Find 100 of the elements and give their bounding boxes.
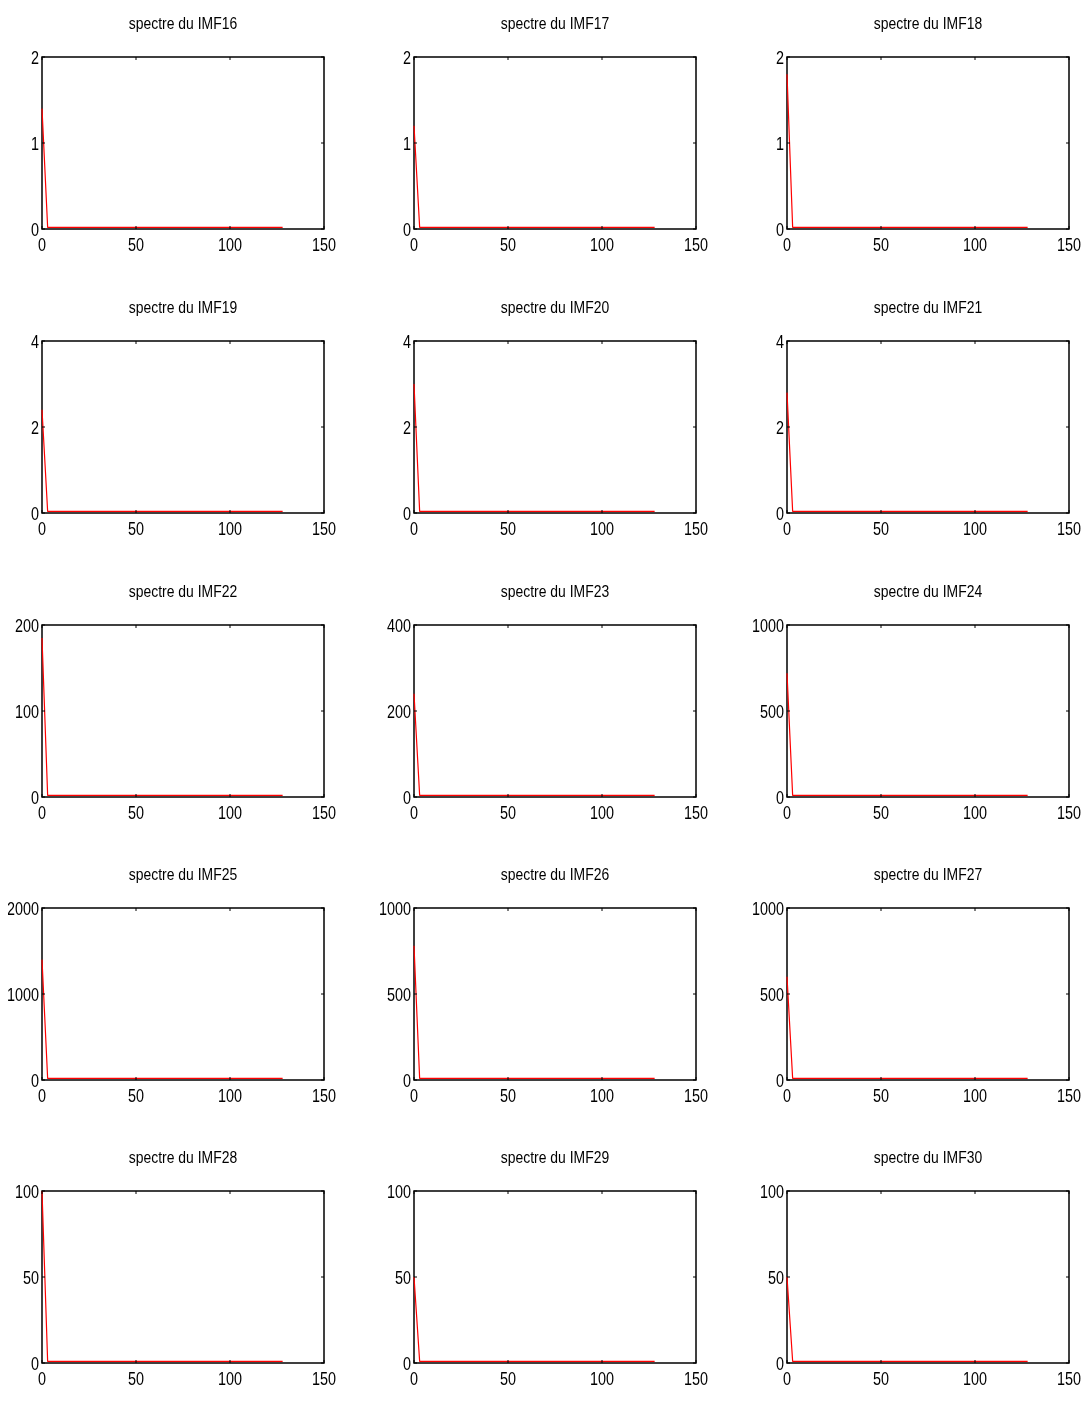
y-tick-label: 0: [30, 1353, 39, 1374]
chart-title: spectre du IMF19: [128, 297, 238, 317]
x-tick-label: 50: [872, 1368, 890, 1389]
x-tick-label: 100: [218, 1085, 242, 1106]
y-tick-label: 2: [30, 417, 39, 438]
y-tick-label: 1: [30, 133, 39, 154]
y-tick-label: 0: [402, 1353, 411, 1374]
y-tick-label: 0: [775, 219, 784, 240]
chart-title: spectre du IMF16: [128, 13, 238, 33]
chart-title: spectre du IMF29: [500, 1147, 610, 1167]
x-tick-label: 150: [1057, 802, 1081, 823]
y-tick-label: 1: [775, 133, 784, 154]
x-tick-label: 100: [590, 802, 614, 823]
x-tick-label: 150: [312, 234, 336, 255]
y-tick-label: 2: [402, 417, 411, 438]
y-tick-label: 4: [30, 331, 39, 352]
x-tick-label: 150: [1057, 518, 1081, 539]
y-tick-label: 2000: [6, 898, 39, 919]
y-tick-label: 4: [402, 331, 411, 352]
x-tick-label: 150: [1057, 1368, 1081, 1389]
x-tick-label: 50: [127, 518, 145, 539]
x-tick-label: 150: [1057, 1085, 1081, 1106]
x-tick-label: 150: [312, 1085, 336, 1106]
y-tick-label: 0: [775, 503, 784, 524]
chart-title: spectre du IMF24: [873, 581, 983, 601]
x-tick-label: 50: [499, 234, 517, 255]
y-tick-label: 100: [386, 1181, 411, 1202]
chart-title: spectre du IMF28: [128, 1147, 238, 1167]
y-tick-label: 0: [775, 1353, 784, 1374]
y-tick-label: 0: [775, 787, 784, 808]
x-tick-label: 50: [872, 518, 890, 539]
y-tick-label: 50: [22, 1267, 39, 1288]
y-tick-label: 2: [402, 47, 411, 68]
chart-title: spectre du IMF22: [128, 581, 238, 601]
chart-title: spectre du IMF20: [500, 297, 610, 317]
y-tick-label: 2: [775, 417, 784, 438]
chart-title: spectre du IMF21: [873, 297, 983, 317]
x-tick-label: 150: [1057, 234, 1081, 255]
x-tick-label: 50: [127, 1368, 145, 1389]
y-tick-label: 0: [402, 787, 411, 808]
x-tick-label: 150: [312, 518, 336, 539]
chart-title: spectre du IMF27: [873, 864, 983, 884]
chart-title: spectre du IMF23: [500, 581, 610, 601]
x-tick-label: 100: [963, 1368, 987, 1389]
x-tick-label: 100: [590, 234, 614, 255]
x-tick-label: 50: [127, 1085, 145, 1106]
x-tick-label: 150: [684, 1368, 708, 1389]
x-tick-label: 50: [499, 1085, 517, 1106]
x-tick-label: 50: [499, 518, 517, 539]
x-tick-label: 100: [590, 1368, 614, 1389]
x-tick-label: 150: [684, 518, 708, 539]
x-tick-label: 50: [127, 234, 145, 255]
y-tick-label: 100: [14, 701, 39, 722]
y-tick-label: 1: [402, 133, 411, 154]
chart-title: spectre du IMF26: [500, 864, 610, 884]
y-tick-label: 50: [394, 1267, 411, 1288]
x-tick-label: 50: [127, 802, 145, 823]
x-tick-label: 50: [872, 234, 890, 255]
y-tick-label: 0: [30, 503, 39, 524]
y-tick-label: 400: [386, 615, 411, 636]
x-tick-label: 100: [218, 1368, 242, 1389]
y-tick-label: 200: [386, 701, 411, 722]
x-tick-label: 50: [499, 1368, 517, 1389]
x-tick-label: 100: [218, 518, 242, 539]
x-tick-label: 150: [684, 234, 708, 255]
y-tick-label: 0: [402, 219, 411, 240]
x-tick-label: 150: [312, 802, 336, 823]
y-tick-label: 1000: [378, 898, 411, 919]
x-tick-label: 100: [963, 518, 987, 539]
y-tick-label: 2: [30, 47, 39, 68]
x-tick-label: 150: [312, 1368, 336, 1389]
y-tick-label: 500: [386, 984, 411, 1005]
y-tick-label: 50: [767, 1267, 784, 1288]
y-tick-label: 1000: [751, 898, 784, 919]
x-tick-label: 150: [684, 802, 708, 823]
y-tick-label: 0: [775, 1070, 784, 1091]
chart-title: spectre du IMF30: [873, 1147, 983, 1167]
x-tick-label: 50: [872, 802, 890, 823]
x-tick-label: 50: [872, 1085, 890, 1106]
x-tick-label: 100: [963, 234, 987, 255]
x-tick-label: 100: [963, 1085, 987, 1106]
chart-title: spectre du IMF25: [128, 864, 238, 884]
x-tick-label: 100: [218, 234, 242, 255]
x-tick-label: 100: [590, 1085, 614, 1106]
chart-title: spectre du IMF17: [500, 13, 610, 33]
y-tick-label: 0: [402, 503, 411, 524]
y-tick-label: 100: [14, 1181, 39, 1202]
y-tick-label: 0: [30, 219, 39, 240]
chart-title: spectre du IMF18: [873, 13, 983, 33]
x-tick-label: 100: [218, 802, 242, 823]
y-tick-label: 2: [775, 47, 784, 68]
y-tick-label: 100: [759, 1181, 784, 1202]
y-tick-label: 200: [14, 615, 39, 636]
y-tick-label: 0: [30, 787, 39, 808]
y-tick-label: 1000: [6, 984, 39, 1005]
y-tick-label: 500: [759, 701, 784, 722]
x-tick-label: 50: [499, 802, 517, 823]
x-tick-label: 100: [963, 802, 987, 823]
x-tick-label: 100: [590, 518, 614, 539]
y-tick-label: 4: [775, 331, 784, 352]
